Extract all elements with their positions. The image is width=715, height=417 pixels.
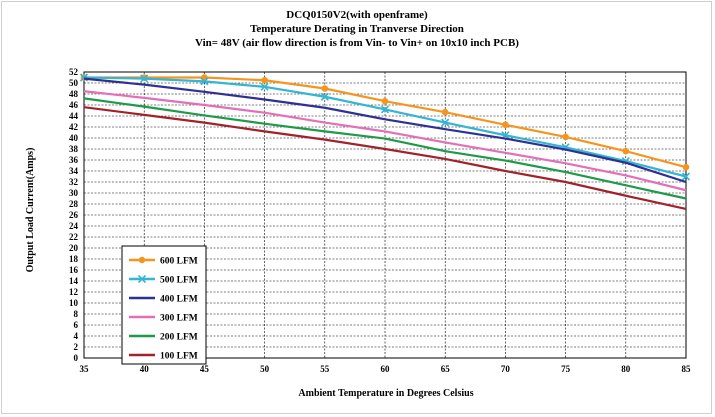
y-tick-label: 14 bbox=[69, 276, 79, 286]
chart-title: DCQ0150V2(with openframe) bbox=[286, 9, 428, 21]
series-line-300-lfm bbox=[83, 90, 687, 192]
x-tick-label: 80 bbox=[621, 364, 631, 374]
y-tick-label: 18 bbox=[69, 254, 79, 264]
series-200-lfm bbox=[83, 97, 687, 200]
legend-item-400-lfm: 400 LFM bbox=[129, 295, 198, 305]
data-point bbox=[381, 97, 389, 105]
y-tick-label: 36 bbox=[69, 155, 79, 165]
x-tick-label: 55 bbox=[320, 364, 330, 374]
y-tick-label: 24 bbox=[69, 221, 79, 231]
data-point bbox=[200, 77, 209, 86]
chart-subtitle: Temperature Derating in Tranverse Direct… bbox=[250, 23, 464, 35]
y-tick-label: 52 bbox=[69, 67, 79, 77]
data-point bbox=[260, 82, 269, 91]
data-point bbox=[622, 147, 630, 155]
y-tick-label: 6 bbox=[74, 320, 79, 330]
y-tick-label: 12 bbox=[69, 287, 79, 297]
x-tick-label: 75 bbox=[561, 364, 571, 374]
y-tick-label: 8 bbox=[74, 309, 79, 319]
chart-subtitle-2: Vin= 48V (air flow direction is from Vin… bbox=[195, 37, 519, 49]
legend-item-500-lfm: 500 LFM bbox=[129, 274, 198, 286]
x-axis-label: Ambient Temperature in Degrees Celsius bbox=[298, 388, 473, 399]
y-tick-label: 28 bbox=[69, 199, 79, 209]
y-tick-label: 20 bbox=[69, 243, 79, 253]
y-tick-label: 38 bbox=[69, 144, 79, 154]
y-tick-label: 10 bbox=[69, 298, 79, 308]
data-point bbox=[681, 172, 691, 181]
data-point bbox=[380, 105, 390, 114]
data-point bbox=[261, 76, 268, 84]
x-tick-labels: 35 40 45 50 55 60 65 70 75 80 85 bbox=[80, 364, 692, 374]
data-point bbox=[562, 133, 569, 141]
legend-item-100-lfm: 100 LFM bbox=[129, 352, 198, 362]
data-point bbox=[502, 121, 509, 129]
series-100-lfm bbox=[83, 106, 687, 211]
y-tick-label: 44 bbox=[69, 111, 79, 121]
data-point bbox=[441, 118, 450, 127]
series-line-100-lfm bbox=[83, 106, 687, 211]
x-tick-label: 35 bbox=[80, 364, 90, 374]
legend-label: 100 LFM bbox=[160, 352, 198, 362]
y-tick-label: 4 bbox=[74, 331, 79, 341]
y-tick-label: 2 bbox=[74, 342, 79, 352]
x-tick-label: 70 bbox=[501, 364, 511, 374]
y-tick-label: 26 bbox=[69, 210, 79, 220]
x-tick-label: 40 bbox=[140, 364, 150, 374]
x-tick-label: 60 bbox=[381, 364, 391, 374]
y-tick-label: 0 bbox=[74, 353, 79, 363]
data-point bbox=[441, 108, 449, 116]
series-lines bbox=[79, 73, 691, 211]
series-line-200-lfm bbox=[83, 97, 687, 200]
y-tick-label: 16 bbox=[69, 265, 79, 275]
y-tick-label: 34 bbox=[69, 166, 79, 176]
data-point bbox=[320, 92, 329, 101]
series-400-lfm bbox=[83, 77, 687, 184]
data-point bbox=[140, 74, 149, 83]
y-axis-label: Output Load Current(Amps) bbox=[25, 148, 36, 273]
legend-item-200-lfm: 200 LFM bbox=[129, 333, 198, 343]
legend-label: 600 LFM bbox=[160, 257, 198, 267]
series-line-400-lfm bbox=[83, 77, 687, 184]
y-tick-label: 50 bbox=[69, 78, 79, 88]
y-tick-label: 48 bbox=[69, 89, 79, 99]
x-tick-label: 45 bbox=[200, 364, 210, 374]
legend-label: 400 LFM bbox=[160, 295, 198, 305]
data-point bbox=[321, 85, 329, 92]
plot-area-border bbox=[83, 71, 687, 359]
y-tick-label: 42 bbox=[69, 122, 79, 132]
y-tick-label: 40 bbox=[69, 133, 79, 143]
legend-label: 500 LFM bbox=[160, 276, 198, 286]
legend-label: 200 LFM bbox=[160, 333, 198, 343]
x-tick-label: 85 bbox=[682, 364, 692, 374]
y-tick-label: 46 bbox=[69, 100, 79, 110]
legend-item-600-lfm: 600 LFM bbox=[129, 257, 198, 267]
x-tick-label: 50 bbox=[260, 364, 270, 374]
y-tick-label: 30 bbox=[69, 188, 79, 198]
data-point bbox=[682, 163, 690, 171]
series-300-lfm bbox=[83, 90, 687, 192]
legend-item-300-lfm: 300 LFM bbox=[129, 314, 198, 324]
y-tick-labels: 0246810121416182022242628303234363840424… bbox=[69, 67, 79, 363]
y-tick-label: 22 bbox=[69, 232, 79, 242]
legend-box bbox=[121, 245, 207, 365]
chart-legend: 600 LFM 500 LFM 400 LFM 300 LFM 200 LFM 100 L… bbox=[121, 245, 207, 365]
y-tick-label: 32 bbox=[69, 177, 79, 187]
x-tick-label: 65 bbox=[441, 364, 451, 374]
legend-label: 300 LFM bbox=[160, 314, 198, 324]
